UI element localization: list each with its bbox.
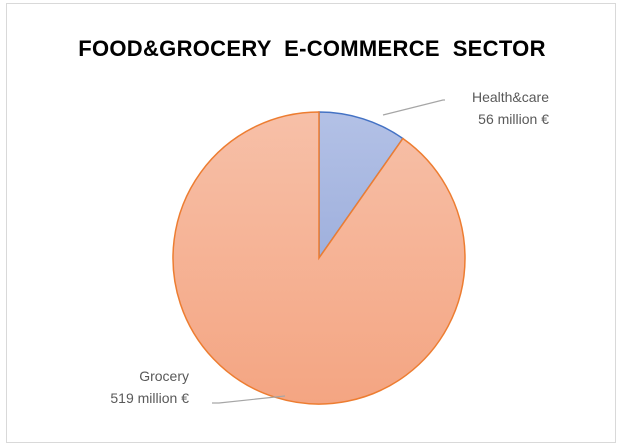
leader-line: [382, 99, 445, 116]
leader-lines: [212, 99, 445, 404]
pie-slices: [172, 111, 466, 405]
data-label-value: 519 million €: [110, 390, 189, 406]
data-label-category: Health&care: [472, 89, 549, 105]
pie-slice-grocery: [172, 111, 466, 405]
data-label-value: 56 million €: [478, 111, 549, 127]
leader-line: [212, 395, 286, 404]
pie-chart: FOOD&GROCERY E-COMMERCE SECTOR Health&ca…: [78, 36, 549, 406]
data-label-category: Grocery: [139, 368, 189, 384]
chart-area: FOOD&GROCERY E-COMMERCE SECTOR Health&ca…: [6, 3, 616, 443]
data-labels: Health&care 56 million € Grocery 519 millio…: [110, 89, 549, 406]
pie-slice-health-care: [318, 111, 404, 261]
chart-title: FOOD&GROCERY E-COMMERCE SECTOR: [78, 36, 546, 61]
